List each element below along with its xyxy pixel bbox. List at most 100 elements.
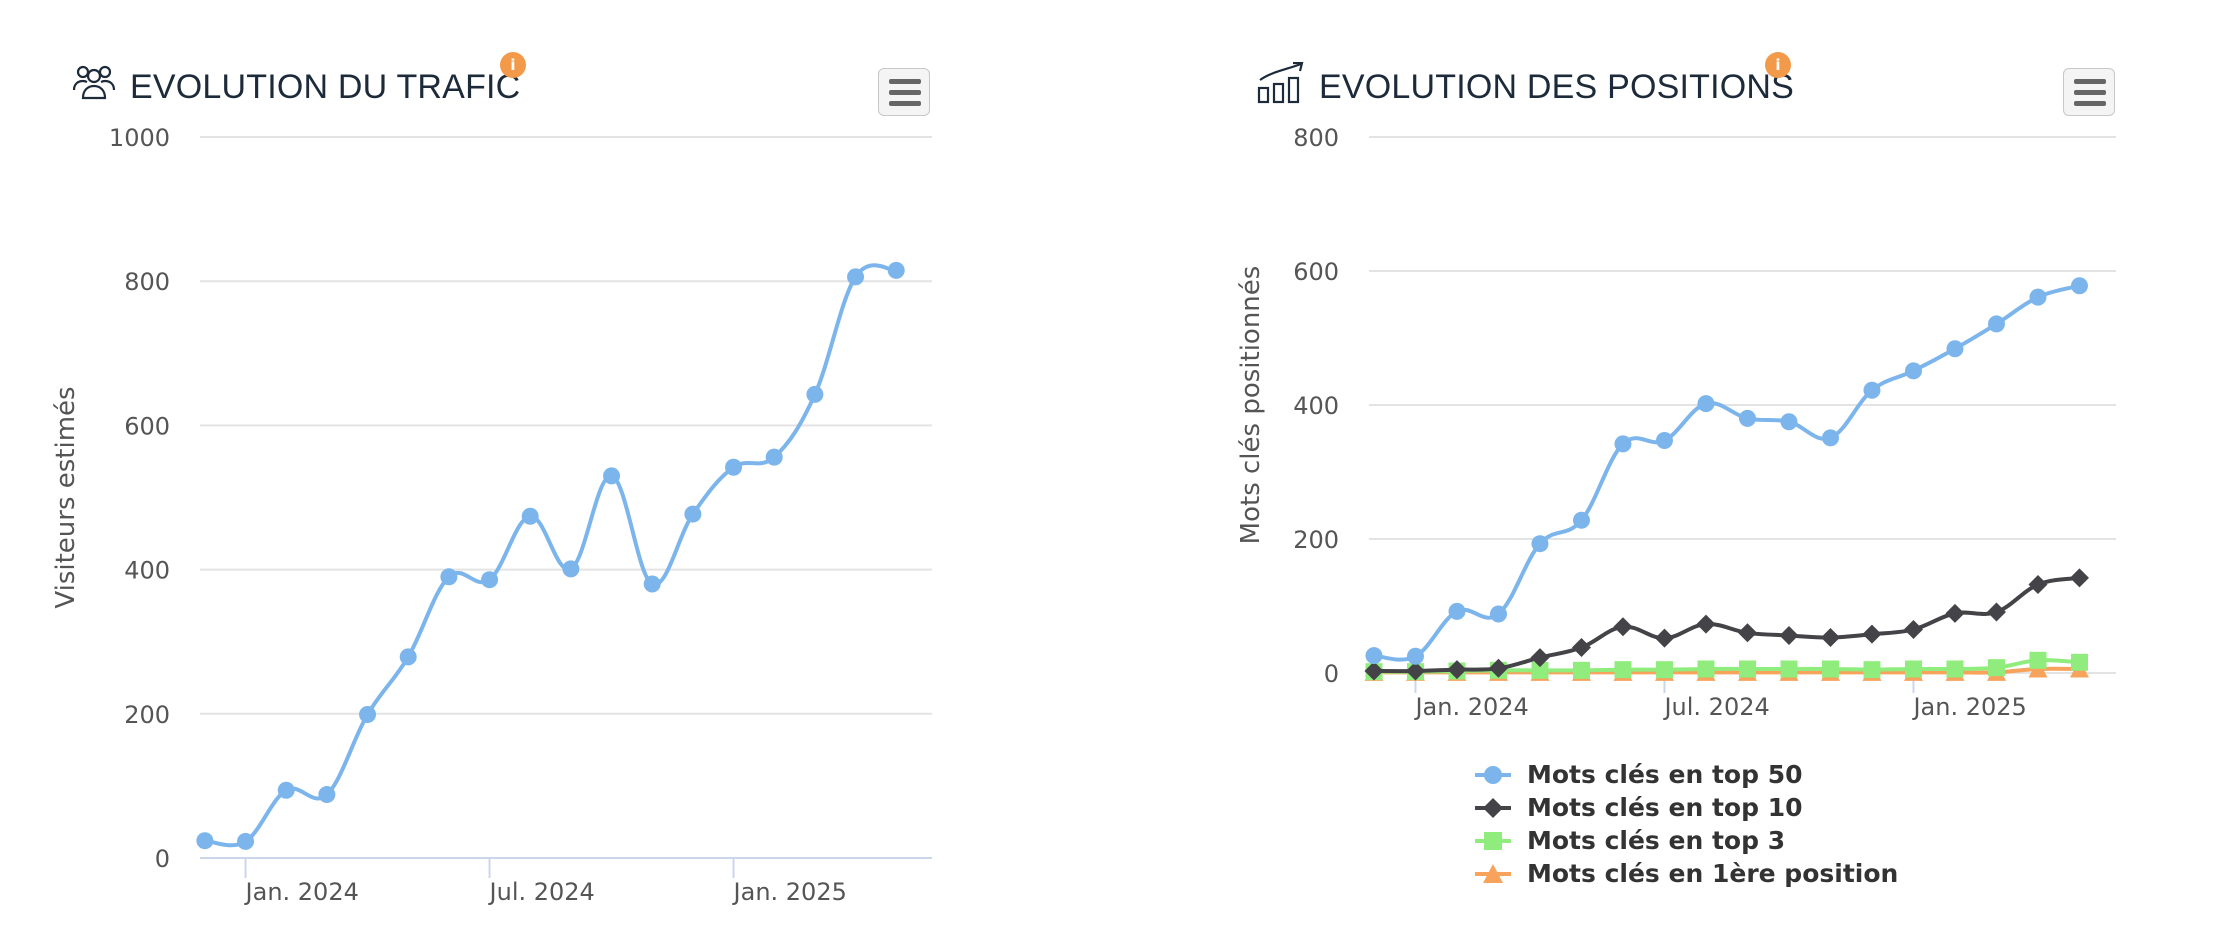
data-point[interactable] bbox=[1489, 605, 1507, 623]
data-point[interactable] bbox=[1655, 432, 1673, 450]
data-point[interactable] bbox=[1903, 619, 1923, 639]
data-point[interactable] bbox=[481, 571, 499, 589]
data-point[interactable] bbox=[765, 448, 783, 466]
y-tick-label: 0 bbox=[155, 845, 170, 873]
legend-symbol bbox=[1475, 863, 1511, 883]
series-line bbox=[1373, 575, 2080, 674]
data-point[interactable] bbox=[1904, 660, 1922, 678]
data-point[interactable] bbox=[1737, 623, 1757, 643]
data-point[interactable] bbox=[806, 385, 824, 403]
data-point[interactable] bbox=[847, 268, 865, 286]
data-point[interactable] bbox=[1571, 638, 1591, 658]
positions-series-1 bbox=[1364, 568, 2089, 681]
data-point[interactable] bbox=[1945, 603, 1965, 623]
y-tick-label: 200 bbox=[1293, 526, 1339, 554]
data-point[interactable] bbox=[2029, 651, 2047, 669]
data-point[interactable] bbox=[1531, 535, 1549, 553]
data-point[interactable] bbox=[603, 467, 621, 485]
data-point[interactable] bbox=[521, 507, 539, 525]
data-point[interactable] bbox=[1447, 660, 1467, 680]
positions-info-icon[interactable]: i bbox=[1765, 52, 1791, 78]
data-point[interactable] bbox=[2028, 575, 2048, 595]
data-point[interactable] bbox=[1862, 624, 1882, 644]
data-point[interactable] bbox=[359, 706, 377, 724]
data-point[interactable] bbox=[1779, 625, 1799, 645]
x-tick-label: Jan. 2024 bbox=[1413, 693, 1528, 721]
y-tick-label: 200 bbox=[124, 701, 170, 729]
data-point[interactable] bbox=[643, 575, 661, 593]
data-point[interactable] bbox=[1365, 647, 1383, 665]
legend-item[interactable]: Mots clés en top 10 bbox=[1473, 791, 1898, 824]
positions-panel: EVOLUTION DES POSITIONS i 0 200 400 600 800 J… bbox=[1109, 0, 2218, 938]
positions-legend: Mots clés en top 50 Mots clés en top 10 Mo… bbox=[1473, 758, 1898, 890]
hamburger-menu-icon bbox=[2074, 79, 2106, 84]
positions-menu-button[interactable] bbox=[2063, 68, 2115, 116]
data-point[interactable] bbox=[1780, 413, 1798, 431]
series-line bbox=[204, 263, 897, 848]
data-point[interactable] bbox=[1863, 661, 1881, 679]
data-point[interactable] bbox=[1987, 659, 2005, 677]
data-point[interactable] bbox=[1904, 362, 1922, 380]
data-point[interactable] bbox=[1488, 658, 1508, 678]
data-point[interactable] bbox=[1697, 660, 1715, 678]
data-point[interactable] bbox=[684, 505, 702, 523]
x-tick-label: Jan. 2025 bbox=[1911, 693, 2026, 721]
data-point[interactable] bbox=[1572, 661, 1590, 679]
data-point[interactable] bbox=[1405, 661, 1425, 681]
data-point[interactable] bbox=[1572, 511, 1590, 529]
y-tick-label: 0 bbox=[1324, 660, 1339, 688]
data-point[interactable] bbox=[1531, 661, 1549, 679]
series-line bbox=[1373, 283, 2081, 662]
data-point[interactable] bbox=[887, 261, 905, 279]
data-point[interactable] bbox=[1655, 661, 1673, 679]
data-point[interactable] bbox=[1946, 660, 1964, 678]
data-point[interactable] bbox=[1406, 647, 1424, 665]
legend-item[interactable]: Mots clés en 1ère position bbox=[1473, 857, 1898, 890]
data-point[interactable] bbox=[1530, 648, 1550, 668]
legend-label: Mots clés en top 3 bbox=[1527, 826, 1786, 855]
data-point[interactable] bbox=[1364, 661, 1384, 681]
legend-label: Mots clés en 1ère position bbox=[1527, 859, 1899, 888]
data-point[interactable] bbox=[725, 458, 743, 476]
data-point[interactable] bbox=[196, 832, 214, 850]
data-point[interactable] bbox=[1863, 381, 1881, 399]
traffic-info-icon[interactable]: i bbox=[500, 52, 526, 78]
data-point[interactable] bbox=[1613, 617, 1633, 637]
x-tick-label: Jul. 2024 bbox=[1662, 693, 1769, 721]
data-point[interactable] bbox=[1821, 660, 1839, 678]
traffic-panel: EVOLUTION DU TRAFIC i 0 200 400 600 800 1000 J… bbox=[51, 52, 932, 906]
data-point[interactable] bbox=[1820, 627, 1840, 647]
legend-label: Mots clés en top 50 bbox=[1527, 760, 1803, 789]
data-point[interactable] bbox=[2029, 288, 2047, 306]
data-point[interactable] bbox=[318, 786, 336, 804]
positions-series-0 bbox=[1365, 277, 2088, 665]
data-point[interactable] bbox=[562, 560, 580, 578]
traffic-title: EVOLUTION DU TRAFIC bbox=[130, 68, 521, 106]
data-point[interactable] bbox=[277, 781, 295, 799]
traffic-menu-button[interactable] bbox=[878, 68, 930, 116]
data-point[interactable] bbox=[1654, 628, 1674, 648]
data-point[interactable] bbox=[1448, 602, 1466, 620]
y-tick-label: 800 bbox=[1293, 124, 1339, 152]
legend-item[interactable]: Mots clés en top 50 bbox=[1473, 758, 1898, 791]
data-point[interactable] bbox=[1696, 614, 1716, 634]
data-point[interactable] bbox=[399, 648, 417, 666]
data-point[interactable] bbox=[1780, 660, 1798, 678]
data-point[interactable] bbox=[2070, 277, 2088, 295]
data-point[interactable] bbox=[1614, 661, 1632, 679]
legend-item[interactable]: Mots clés en top 3 bbox=[1473, 824, 1898, 857]
data-point[interactable] bbox=[237, 832, 255, 850]
users-group-icon bbox=[72, 62, 116, 110]
data-point[interactable] bbox=[1987, 315, 2005, 333]
x-tick-label: Jan. 2024 bbox=[244, 878, 359, 906]
data-point[interactable] bbox=[1986, 602, 2006, 622]
data-point[interactable] bbox=[440, 568, 458, 586]
data-point[interactable] bbox=[1738, 660, 1756, 678]
data-point[interactable] bbox=[1738, 409, 1756, 427]
data-point[interactable] bbox=[2070, 653, 2088, 671]
data-point[interactable] bbox=[1614, 435, 1632, 453]
data-point[interactable] bbox=[1821, 429, 1839, 447]
data-point[interactable] bbox=[1946, 340, 1964, 358]
data-point[interactable] bbox=[1697, 395, 1715, 413]
data-point[interactable] bbox=[2069, 568, 2089, 588]
